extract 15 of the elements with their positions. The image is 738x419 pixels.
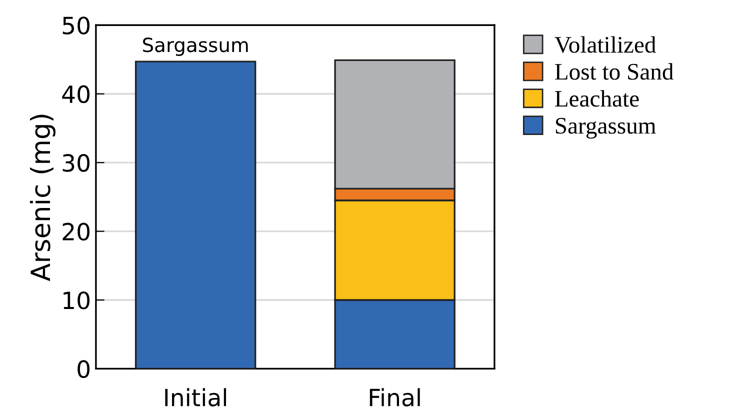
y-tick-label: 30 <box>62 154 90 172</box>
y-tick-label: 50 <box>62 16 90 34</box>
legend-label: Lost to Sand <box>555 63 674 80</box>
x-tick-label: Initial <box>165 388 226 406</box>
legend-label: Volatilized <box>554 36 656 53</box>
legend-label: Leachate <box>555 90 639 107</box>
y-tick-label: 10 <box>64 291 90 310</box>
x-tick-label: Final <box>370 388 420 406</box>
legend-label: Sargassum <box>556 118 656 139</box>
bar <box>134 60 256 369</box>
y-axis-title: Arsenic (mg) <box>30 114 56 282</box>
y-tick-label: 20 <box>62 222 90 241</box>
annotation: Sargassum <box>143 38 248 56</box>
y-tick-label: 0 <box>78 360 90 378</box>
y-tick-label: 40 <box>62 85 90 104</box>
